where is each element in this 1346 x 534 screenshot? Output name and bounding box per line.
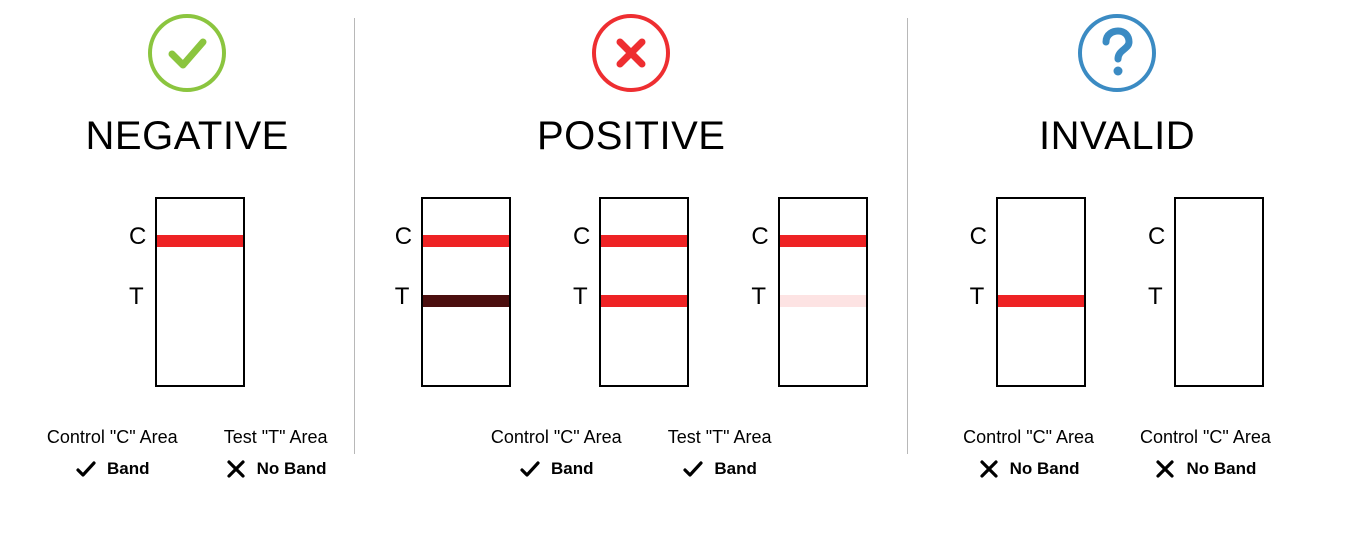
legend-band-text: No Band [257, 459, 327, 479]
legend-entry: Test "T" Area Band [668, 427, 772, 485]
panel-invalid: INVALID CTCT Control "C" AreaNo BandCont… [908, 10, 1326, 514]
legend-entry: Control "C" Area No Band [1140, 427, 1271, 484]
legend-area-label: Control "C" Area [47, 427, 178, 448]
strip-body [996, 197, 1086, 387]
question-icon [1078, 14, 1156, 92]
legend-area-label: Control "C" Area [963, 427, 1094, 448]
t-label: T [970, 283, 988, 311]
legend-band-text: Band [107, 459, 150, 479]
strips-row: CT [129, 197, 245, 397]
t-label: T [129, 283, 147, 311]
legend-area-label: Test "T" Area [224, 427, 328, 448]
ct-labels: CT [1148, 197, 1166, 311]
legend-band-text: No Band [1010, 459, 1080, 479]
legend-row: Control "C" Area No Band Control "C" Area N… [908, 427, 1326, 484]
strips-row: CTCTCT [395, 197, 868, 397]
t-label: T [573, 283, 591, 311]
legend-band-text: Band [714, 459, 757, 479]
legend-band-label: Band [682, 458, 757, 480]
test-strip: CT [1148, 197, 1264, 387]
legend-row: Control "C" Area Band Test "T" Area No Band [20, 427, 354, 485]
t-band [601, 295, 687, 307]
x-icon [978, 458, 1000, 480]
t-label: T [395, 283, 413, 311]
legend-entry: Test "T" Area No Band [224, 427, 328, 485]
legend-entry: Control "C" Area Band [491, 427, 622, 485]
c-label: C [751, 223, 769, 251]
panel-title: POSITIVE [537, 114, 726, 159]
panel-positive: POSITIVE CTCTCT Control "C" AreaBandTest… [355, 10, 907, 514]
legend-entry: Control "C" Area No Band [963, 427, 1094, 484]
c-band [601, 235, 687, 247]
x-icon [1154, 458, 1176, 480]
strip-body [1174, 197, 1264, 387]
strip-body [421, 197, 511, 387]
c-label: C [1148, 223, 1166, 251]
panel-title: NEGATIVE [86, 114, 289, 159]
legend-band-label: No Band [1154, 458, 1256, 480]
test-strip: CT [751, 197, 867, 387]
strip-body [778, 197, 868, 387]
t-band [998, 295, 1084, 307]
c-band [780, 235, 866, 247]
panel-negative: NEGATIVE CT Control "C" AreaBandTest "T"… [20, 10, 354, 514]
legend-band-label: Band [519, 458, 594, 480]
c-band [423, 235, 509, 247]
test-strip: CT [970, 197, 1086, 387]
ct-labels: CT [751, 197, 769, 311]
legend-band-text: No Band [1186, 459, 1256, 479]
strip-body [155, 197, 245, 387]
panel-title: INVALID [1039, 114, 1195, 159]
legend-area-label: Control "C" Area [491, 427, 622, 448]
legend-area-label: Test "T" Area [668, 427, 772, 448]
diagram-root: NEGATIVE CT Control "C" AreaBandTest "T"… [0, 0, 1346, 534]
legend-entry: Control "C" Area Band [47, 427, 178, 485]
test-strip: CT [129, 197, 245, 387]
t-label: T [751, 283, 769, 311]
ct-labels: CT [970, 197, 988, 311]
t-label: T [1148, 283, 1166, 311]
c-label: C [970, 223, 988, 251]
t-band [423, 295, 509, 307]
legend-band-label: No Band [978, 458, 1080, 480]
check-icon [519, 458, 541, 480]
check-icon [75, 458, 97, 480]
strip-body [599, 197, 689, 387]
test-strip: CT [573, 197, 689, 387]
c-band [157, 235, 243, 247]
ct-labels: CT [395, 197, 413, 311]
c-label: C [395, 223, 413, 251]
c-label: C [573, 223, 591, 251]
legend-row: Control "C" Area Band Test "T" Area Band [355, 427, 907, 485]
legend-band-label: Band [75, 458, 150, 480]
check-icon [682, 458, 704, 480]
check-icon [148, 14, 226, 92]
ct-labels: CT [573, 197, 591, 311]
strips-row: CTCT [970, 197, 1265, 397]
x-icon [225, 458, 247, 480]
ct-labels: CT [129, 197, 147, 311]
legend-band-text: Band [551, 459, 594, 479]
c-label: C [129, 223, 147, 251]
test-strip: CT [395, 197, 511, 387]
cross-icon [592, 14, 670, 92]
legend-band-label: No Band [225, 458, 327, 480]
legend-area-label: Control "C" Area [1140, 427, 1271, 448]
t-band [780, 295, 866, 307]
